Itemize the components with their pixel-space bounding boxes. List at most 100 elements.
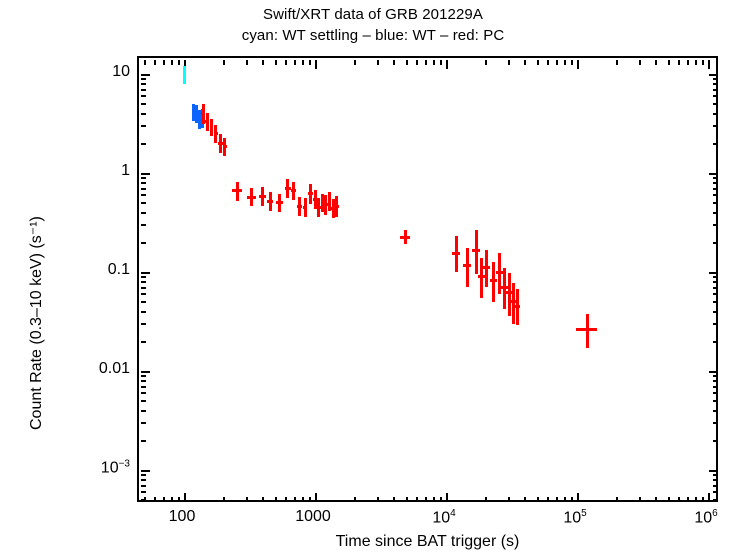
right-tick xyxy=(713,286,718,289)
x-error-bar xyxy=(400,235,411,239)
left-tick xyxy=(141,400,146,403)
top-tick xyxy=(275,60,278,65)
left-tick xyxy=(141,194,146,197)
right-tick xyxy=(713,281,718,284)
top-tick xyxy=(439,60,442,65)
bottom-tick xyxy=(678,497,681,502)
x-error-bar xyxy=(324,203,328,207)
y-error-bar xyxy=(497,253,501,294)
bottom-tick xyxy=(563,497,566,502)
left-tick xyxy=(141,103,146,106)
top-tick xyxy=(314,60,317,69)
x-axis-title: Time since BAT trigger (s) xyxy=(335,533,520,550)
top-tick xyxy=(694,60,697,65)
top-tick xyxy=(445,60,448,69)
bottom-tick xyxy=(524,497,527,502)
left-tick xyxy=(141,276,146,279)
y-error-bar xyxy=(507,272,511,316)
x-tick-label: 105 xyxy=(563,508,587,527)
x-tick-label: 104 xyxy=(432,508,456,527)
bottom-tick xyxy=(432,497,435,502)
bottom-tick xyxy=(308,497,311,502)
x-error-bar xyxy=(266,199,274,203)
bottom-tick xyxy=(222,497,225,502)
x-error-bar xyxy=(291,189,297,193)
left-tick xyxy=(141,310,146,313)
x-error-bar xyxy=(575,328,597,332)
right-tick xyxy=(709,172,718,175)
left-tick xyxy=(141,499,146,502)
right-tick xyxy=(713,194,718,197)
x-error-bar xyxy=(218,141,223,145)
left-tick xyxy=(141,142,146,145)
top-tick xyxy=(432,60,435,65)
bottom-tick xyxy=(687,497,690,502)
x-error-bar xyxy=(505,291,513,295)
x-error-bar xyxy=(501,285,508,289)
bottom-tick xyxy=(445,493,448,502)
left-tick xyxy=(141,474,146,477)
top-tick xyxy=(668,60,671,65)
x-error-bar xyxy=(247,195,257,199)
right-tick xyxy=(713,491,718,494)
top-tick xyxy=(563,60,566,65)
left-tick xyxy=(141,182,146,185)
bottom-tick xyxy=(556,497,559,502)
right-tick xyxy=(713,142,718,145)
top-tick xyxy=(308,60,311,65)
bottom-tick xyxy=(694,497,697,502)
right-tick xyxy=(713,112,718,115)
left-tick xyxy=(141,271,150,274)
right-tick xyxy=(713,380,718,383)
bottom-tick xyxy=(246,497,248,502)
y-axis-title: Count Rate (0.3–10 keV) (s⁻¹) xyxy=(28,216,45,430)
x-error-bar xyxy=(198,117,201,121)
left-tick xyxy=(141,95,146,98)
x-error-bar xyxy=(209,125,214,129)
left-tick xyxy=(141,380,146,383)
x-error-bar xyxy=(194,111,198,115)
bottom-tick xyxy=(655,497,658,502)
top-tick xyxy=(615,60,618,65)
right-tick xyxy=(713,375,718,378)
left-tick xyxy=(141,422,146,425)
bottom-tick xyxy=(154,497,157,502)
left-tick xyxy=(141,187,146,190)
bottom-tick xyxy=(393,497,396,502)
bottom-tick xyxy=(537,497,540,502)
x-error-bar xyxy=(483,266,491,270)
chart-title: Swift/XRT data of GRB 201229A xyxy=(263,6,483,23)
top-tick xyxy=(301,60,304,65)
bottom-tick xyxy=(439,497,442,502)
left-tick xyxy=(141,370,150,373)
right-tick xyxy=(713,103,718,106)
x-error-bar xyxy=(284,186,291,190)
left-tick xyxy=(141,88,146,91)
top-tick xyxy=(547,60,550,65)
top-tick xyxy=(707,60,710,69)
right-tick xyxy=(713,187,718,190)
top-tick xyxy=(144,60,147,65)
right-tick xyxy=(713,182,718,185)
left-tick xyxy=(141,177,146,180)
bottom-tick xyxy=(314,493,317,502)
left-tick xyxy=(141,301,146,304)
x-error-bar xyxy=(276,201,284,205)
right-tick xyxy=(713,400,718,403)
top-tick xyxy=(556,60,559,65)
right-tick xyxy=(713,392,718,395)
y-tick-label: 0.1 xyxy=(107,261,130,278)
top-tick xyxy=(163,60,166,65)
x-error-bar xyxy=(232,189,242,193)
top-tick xyxy=(183,60,186,69)
x-error-bar xyxy=(182,72,187,76)
right-tick xyxy=(713,293,718,296)
bottom-tick xyxy=(353,497,356,502)
right-tick xyxy=(713,323,718,326)
left-tick xyxy=(141,83,146,86)
x-error-bar xyxy=(258,194,266,198)
right-tick xyxy=(713,340,718,343)
bottom-tick xyxy=(639,497,641,502)
right-tick xyxy=(709,469,718,472)
